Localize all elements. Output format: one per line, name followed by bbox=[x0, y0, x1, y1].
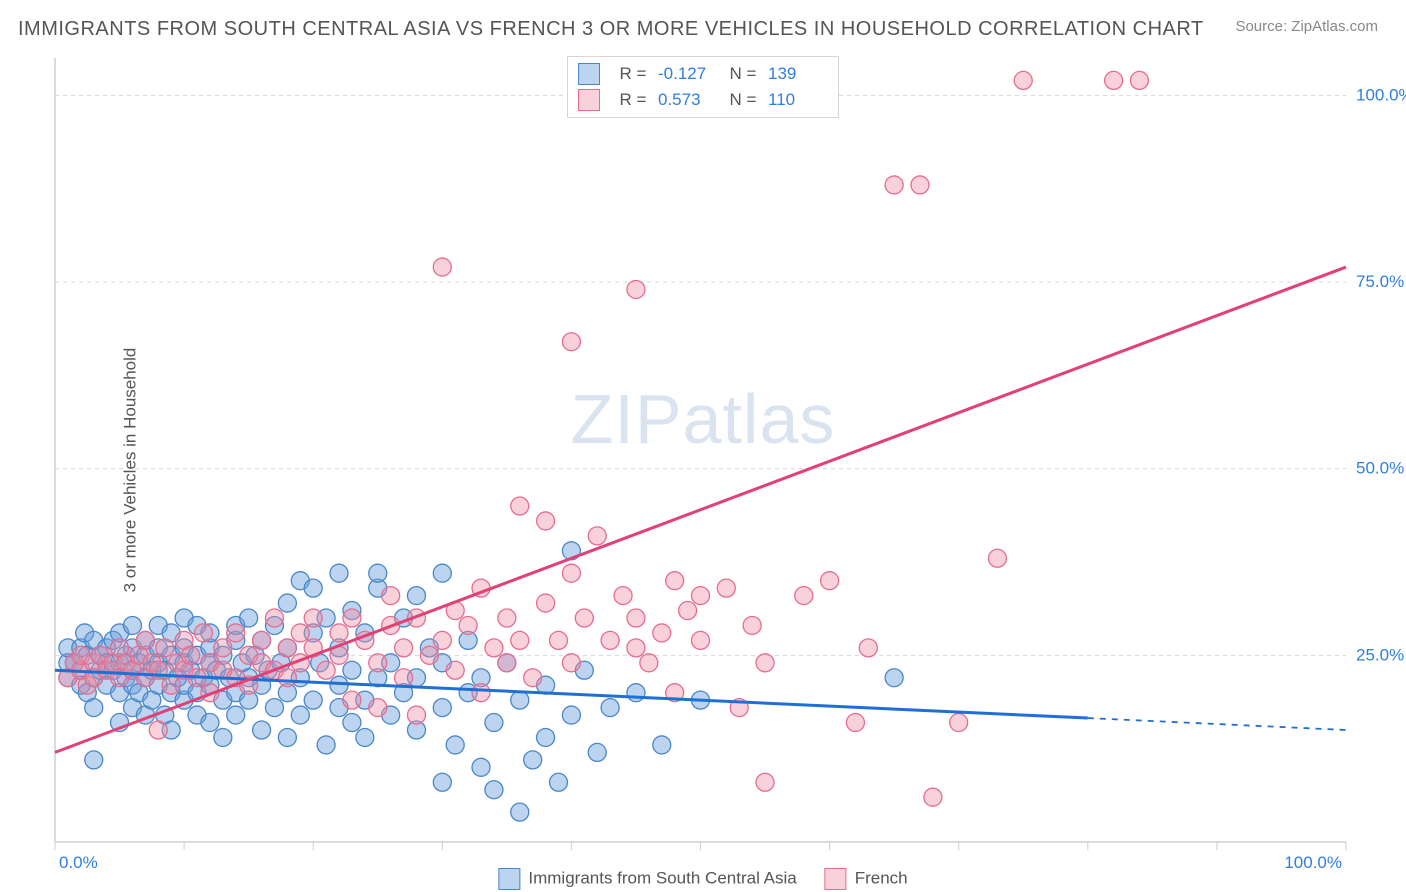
stat-n-value: 139 bbox=[768, 64, 828, 84]
stats-row: R = -0.127 N = 139 bbox=[578, 61, 828, 87]
svg-text:50.0%: 50.0% bbox=[1356, 459, 1404, 478]
svg-text:100.0%: 100.0% bbox=[1356, 85, 1406, 104]
stat-n-label: N = bbox=[728, 90, 758, 110]
chart-container: 3 or more Vehicles in Household 25.0% 50.… bbox=[0, 48, 1406, 892]
svg-text:75.0%: 75.0% bbox=[1356, 272, 1404, 291]
stats-row: R = 0.573 N = 110 bbox=[578, 87, 828, 113]
legend-swatch bbox=[578, 63, 600, 85]
chart-title: IMMIGRANTS FROM SOUTH CENTRAL ASIA VS FR… bbox=[18, 18, 1204, 41]
legend-label: Immigrants from South Central Asia bbox=[528, 868, 796, 887]
legend-swatch bbox=[578, 89, 600, 111]
legend-swatch bbox=[498, 868, 520, 890]
stat-r-value: -0.127 bbox=[658, 64, 718, 84]
svg-text:0.0%: 0.0% bbox=[59, 853, 98, 872]
stat-n-label: N = bbox=[728, 64, 758, 84]
stat-n-value: 110 bbox=[768, 90, 828, 110]
stat-r-label: R = bbox=[618, 64, 648, 84]
scatter-chart-svg: 25.0% 50.0% 75.0% 100.0% 0.0% 100.0% bbox=[0, 48, 1406, 892]
series-legend: Immigrants from South Central Asia French bbox=[498, 868, 907, 890]
legend-label: French bbox=[855, 868, 908, 887]
stat-r-value: 0.573 bbox=[658, 90, 718, 110]
y-axis-label: 3 or more Vehicles in Household bbox=[120, 348, 140, 593]
legend-item: Immigrants from South Central Asia bbox=[498, 868, 796, 890]
svg-text:25.0%: 25.0% bbox=[1356, 645, 1404, 664]
stats-legend: R = -0.127 N = 139 R = 0.573 N = 110 bbox=[567, 56, 839, 118]
legend-item: French bbox=[825, 868, 908, 890]
legend-swatch bbox=[825, 868, 847, 890]
stat-r-label: R = bbox=[618, 90, 648, 110]
source-attribution: Source: ZipAtlas.com bbox=[1235, 18, 1378, 35]
svg-text:100.0%: 100.0% bbox=[1284, 853, 1342, 872]
